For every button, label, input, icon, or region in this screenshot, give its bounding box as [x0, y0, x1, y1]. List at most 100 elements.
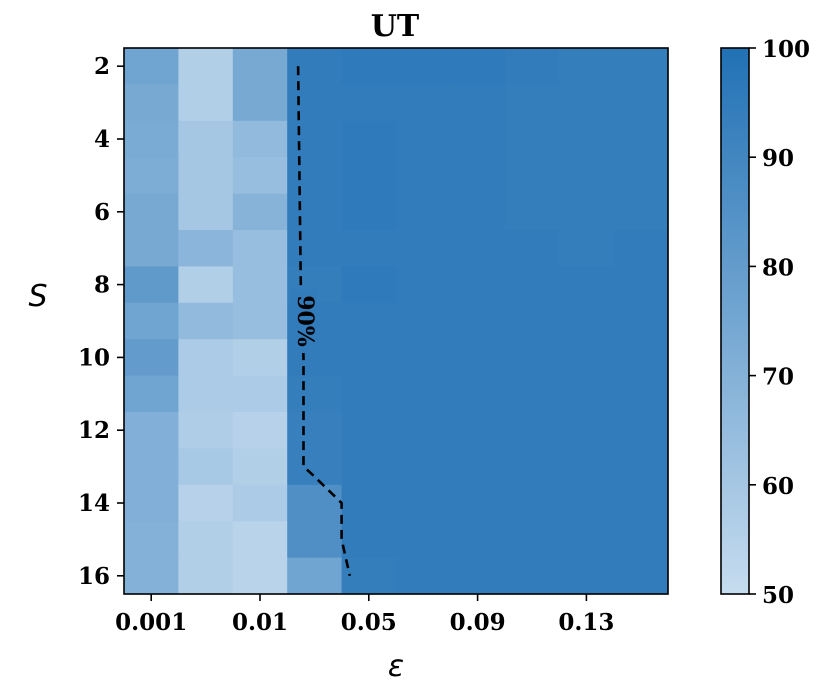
colorbar-tick-label: 90	[762, 145, 794, 172]
x-tick-label: 0.13	[558, 609, 614, 636]
heatmap-cells	[124, 48, 669, 595]
heatmap-cell	[178, 193, 234, 231]
heatmap-cell	[287, 521, 343, 559]
colorbar-tick-label: 100	[762, 36, 810, 63]
heatmap-cell	[178, 412, 234, 449]
heatmap-cell	[504, 302, 560, 340]
heatmap-cell	[124, 302, 179, 340]
heatmap-cell	[504, 84, 560, 122]
colorbar-ticks: 50 60 70 80 90 100	[749, 36, 810, 609]
heatmap-cell	[124, 230, 179, 267]
heatmap-cell	[232, 557, 288, 595]
heatmap-cell	[341, 120, 397, 158]
heatmap-cell	[287, 557, 343, 595]
heatmap-cell	[178, 230, 234, 267]
heatmap-cell	[559, 84, 615, 122]
heatmap-cell	[450, 302, 506, 340]
heatmap-cell	[396, 339, 451, 377]
heatmap-cell	[341, 84, 397, 122]
heatmap-cell	[396, 120, 451, 158]
heatmap-cell	[124, 557, 179, 595]
heatmap-cell	[613, 557, 669, 595]
heatmap-cell	[396, 193, 451, 231]
heatmap-cell	[178, 84, 234, 122]
heatmap-cell	[124, 157, 179, 195]
heatmap-cell	[178, 120, 234, 158]
heatmap-cell	[287, 157, 343, 195]
heatmap-cell	[124, 48, 179, 85]
heatmap-cell	[559, 484, 615, 522]
heatmap-cell	[504, 412, 560, 449]
x-tick-label: 0.01	[232, 609, 288, 636]
heatmap-cell	[232, 84, 288, 122]
heatmap-cell	[232, 230, 288, 267]
y-tick-label: 6	[94, 199, 110, 226]
y-tick-label: 14	[78, 490, 110, 517]
heatmap-cell	[613, 448, 669, 486]
heatmap-cell	[559, 120, 615, 158]
heatmap-cell	[504, 339, 560, 377]
heatmap-cell	[450, 84, 506, 122]
heatmap-cell	[124, 84, 179, 122]
heatmap-cell	[341, 48, 397, 85]
heatmap-cell	[232, 48, 288, 85]
heatmap-cell	[559, 375, 615, 413]
heatmap-cell	[559, 412, 615, 449]
heatmap-cell	[450, 375, 506, 413]
colorbar-tick-label: 60	[762, 473, 794, 500]
heatmap-cell	[178, 375, 234, 413]
heatmap-cell	[232, 484, 288, 522]
heatmap-cell	[341, 230, 397, 267]
plot-frame	[123, 47, 669, 595]
x-tick-label: 0.05	[341, 609, 397, 636]
y-tick-label: 4	[94, 126, 110, 153]
heatmap-cell	[559, 230, 615, 267]
heatmap-cell	[559, 302, 615, 340]
y-tick-label: 8	[94, 272, 110, 299]
heatmap-cell	[613, 48, 669, 85]
contour-label: 90%	[292, 295, 318, 347]
heatmap-cell	[613, 157, 669, 195]
heatmap-cell	[559, 557, 615, 595]
heatmap-cell	[613, 120, 669, 158]
heatmap-cell	[396, 266, 451, 304]
heatmap-cell	[341, 412, 397, 449]
colorbar-tick-label: 80	[762, 254, 794, 281]
heatmap-cell	[341, 157, 397, 195]
heatmap-cell	[124, 448, 179, 486]
y-tick-label: 12	[78, 417, 110, 444]
heatmap-cell	[450, 157, 506, 195]
heatmap-cell	[287, 375, 343, 413]
heatmap-cell	[396, 230, 451, 267]
heatmap-cell	[287, 230, 343, 267]
heatmap-cell	[613, 375, 669, 413]
heatmap-cell	[504, 557, 560, 595]
heatmap-cell	[178, 557, 234, 595]
heatmap-cell	[341, 302, 397, 340]
colorbar-tick-label: 50	[762, 582, 794, 609]
y-axis: 2 4 6 8 10 12 14 16	[78, 53, 124, 590]
heatmap-cell	[287, 120, 343, 158]
heatmap-cell	[232, 120, 288, 158]
heatmap-cell	[450, 193, 506, 231]
heatmap-cell	[341, 521, 397, 559]
heatmap-cell	[504, 120, 560, 158]
contour-90: 90%	[291, 66, 352, 577]
heatmap-cell	[450, 557, 506, 595]
heatmap-cell	[232, 339, 288, 377]
heatmap-cell	[450, 521, 506, 559]
heatmap-cell	[178, 484, 234, 522]
heatmap-cell	[178, 48, 234, 85]
heatmap-cell	[232, 448, 288, 486]
heatmap-cell	[396, 484, 451, 522]
heatmap-cell	[396, 84, 451, 122]
heatmap-cell	[613, 521, 669, 559]
contour-label-gap	[291, 289, 318, 353]
heatmap-cell	[287, 448, 343, 486]
y-tick-label: 16	[78, 563, 110, 590]
x-tick-label: 0.09	[450, 609, 506, 636]
heatmap-cell	[559, 339, 615, 377]
heatmap-cell	[341, 375, 397, 413]
y-tick-label: 2	[94, 53, 110, 80]
